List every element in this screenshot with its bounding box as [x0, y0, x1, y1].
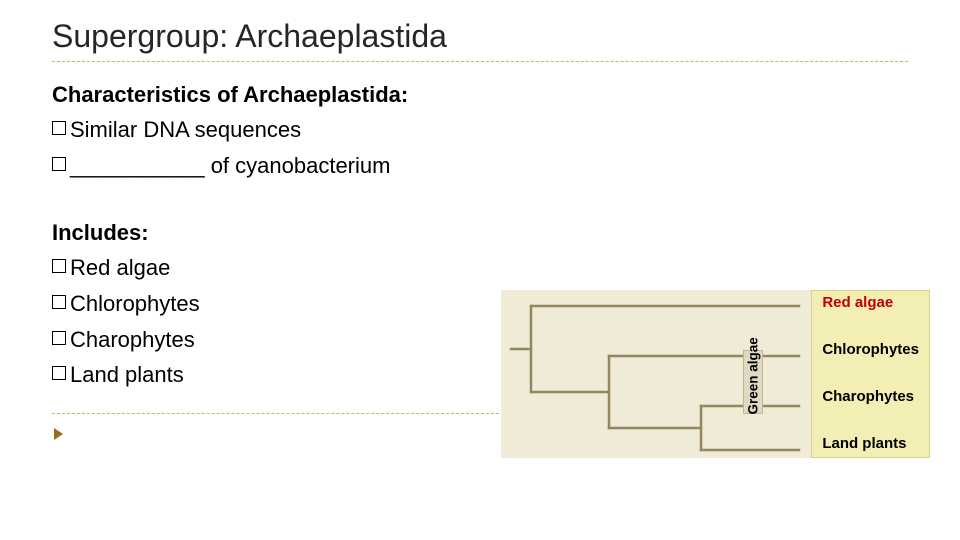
page-title: Supergroup: Archaeplastida — [52, 18, 908, 62]
bullet-text: Charophytes — [70, 324, 195, 356]
bullet-char-1: ___________ of cyanobacterium — [52, 150, 908, 182]
tree-label: Red algae — [822, 295, 919, 312]
bullet-box-icon — [52, 121, 66, 135]
green-algae-text: Green algae — [746, 350, 761, 414]
bullet-char-0: Similar DNA sequences — [52, 114, 908, 146]
bullet-text: ___________ of cyanobacterium — [70, 150, 390, 182]
characteristics-heading: Characteristics of Archaeplastida: — [52, 82, 908, 108]
bullet-text: Red algae — [70, 252, 170, 284]
bullet-box-icon — [52, 331, 66, 345]
bullet-box-icon — [52, 259, 66, 273]
bullet-box-icon — [52, 366, 66, 380]
bullet-text: Land plants — [70, 359, 184, 391]
includes-heading: Includes: — [52, 220, 908, 246]
phylo-tree-diagram: Green algae Red algae Chlorophytes Charoph… — [501, 290, 930, 458]
arrow-icon — [54, 428, 63, 440]
tree-label: Chlorophytes — [822, 342, 919, 359]
tree-label: Land plants — [822, 436, 919, 453]
green-algae-side-label: Green algae — [743, 350, 763, 414]
tree-label: Charophytes — [822, 389, 919, 406]
tree-label-column: Red algae Chlorophytes Charophytes Land pla… — [811, 290, 930, 458]
bullet-text: Chlorophytes — [70, 288, 200, 320]
bullet-text: Similar DNA sequences — [70, 114, 301, 146]
bullet-inc-0: Red algae — [52, 252, 908, 284]
bullet-box-icon — [52, 295, 66, 309]
bullet-box-icon — [52, 157, 66, 171]
tree-svg — [501, 290, 811, 458]
